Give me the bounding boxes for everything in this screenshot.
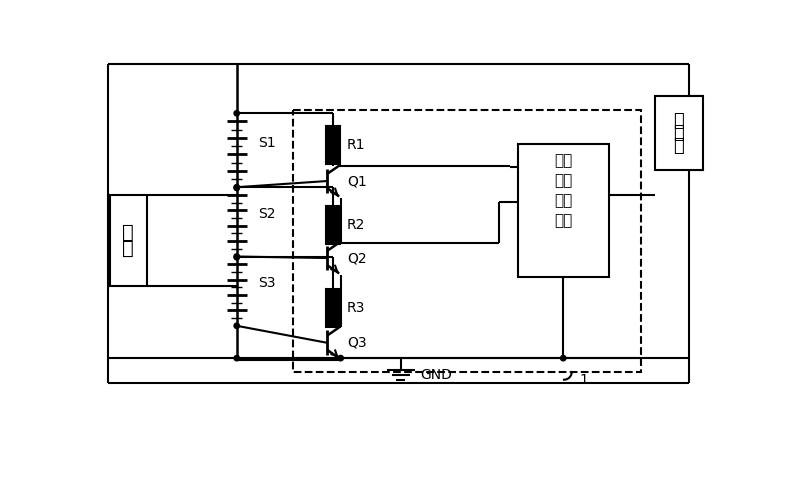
Text: S1: S1 — [258, 135, 276, 149]
Circle shape — [234, 323, 239, 329]
Text: 负: 负 — [122, 223, 134, 242]
Circle shape — [338, 355, 343, 361]
Bar — [326, 206, 340, 244]
Circle shape — [561, 355, 566, 361]
Bar — [110, 195, 146, 286]
Circle shape — [234, 254, 239, 259]
Text: 平衡: 平衡 — [554, 174, 572, 188]
Text: 电压: 电压 — [554, 154, 572, 169]
Bar — [655, 96, 702, 170]
Text: GND: GND — [420, 368, 452, 382]
Bar — [293, 110, 641, 372]
Text: 载: 载 — [122, 239, 134, 257]
Text: R3: R3 — [347, 301, 366, 315]
Text: S3: S3 — [258, 277, 276, 291]
Circle shape — [234, 110, 239, 116]
Bar — [326, 126, 340, 164]
Text: R1: R1 — [347, 138, 366, 152]
Text: R2: R2 — [347, 218, 366, 232]
Text: 调节: 调节 — [554, 194, 572, 209]
Circle shape — [234, 355, 239, 361]
Text: S2: S2 — [258, 207, 276, 221]
Text: 1: 1 — [579, 373, 588, 387]
Bar — [518, 144, 609, 277]
Text: Q1: Q1 — [347, 174, 366, 188]
Text: Q3: Q3 — [347, 336, 366, 350]
Text: 电: 电 — [674, 124, 684, 142]
Text: 器: 器 — [674, 136, 684, 155]
Circle shape — [234, 185, 239, 191]
Circle shape — [234, 254, 239, 260]
Text: 电路: 电路 — [554, 214, 572, 228]
Text: 充: 充 — [674, 112, 684, 130]
Text: Q2: Q2 — [347, 251, 366, 265]
Bar — [326, 289, 340, 327]
Circle shape — [234, 185, 239, 190]
